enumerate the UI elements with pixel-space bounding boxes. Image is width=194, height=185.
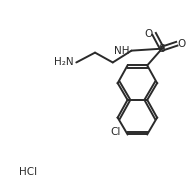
Text: HCl: HCl <box>19 167 37 177</box>
Text: Cl: Cl <box>111 127 121 137</box>
Text: S: S <box>159 44 165 54</box>
Text: O: O <box>144 29 152 39</box>
Text: O: O <box>178 39 186 49</box>
Text: H₂N: H₂N <box>54 58 73 68</box>
Text: NH: NH <box>114 46 130 56</box>
